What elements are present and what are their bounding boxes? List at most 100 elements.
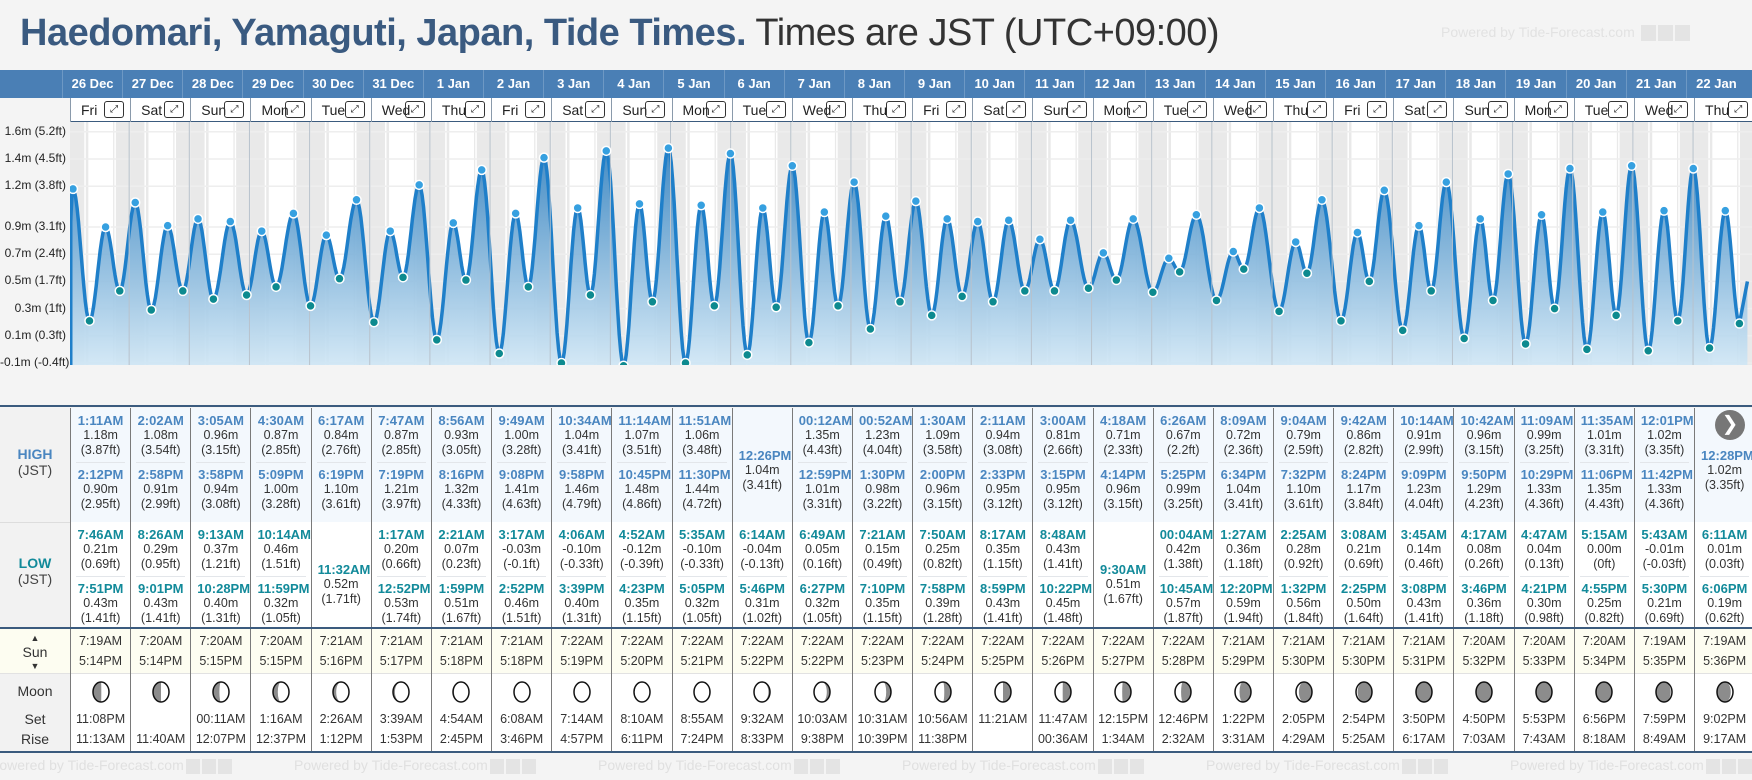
powered-by-watermark[interactable]: Powered by Tide-Forecast.com [1206,757,1448,774]
expand-day-button[interactable]: ⤢ [404,101,425,118]
expand-icon: ⤢ [1313,104,1322,115]
expand-day-button[interactable]: ⤢ [1246,101,1267,118]
low-tide-height-ft: (0.49ft) [862,557,903,571]
powered-by-watermark[interactable]: Powered by Tide-Forecast.com [598,757,840,774]
expand-day-button[interactable]: ⤢ [1367,101,1388,118]
low-tide-entry: 2:52PM 0.46m (1.51ft) [498,581,545,626]
expand-day-button[interactable]: ⤢ [465,101,486,118]
expand-day-button[interactable]: ⤢ [1487,101,1508,118]
low-tide-entry: 4:52AM -0.12m (-0.39ft) [618,527,665,572]
high-tide-point [70,183,79,195]
high-tide-time: 1:11AM [77,413,124,428]
low-tide-point [803,337,815,348]
sunrise-time: 7:22AM [981,634,1025,648]
expand-day-button[interactable]: ⤢ [1427,101,1448,118]
expand-day-button[interactable]: ⤢ [825,101,846,118]
moonset-time: 3:39AM [379,712,423,726]
expand-day-button[interactable]: ⤢ [946,101,967,118]
expand-day-button[interactable]: ⤢ [525,101,546,118]
cell-divider [316,462,366,463]
expand-day-button[interactable]: ⤢ [1006,101,1027,118]
high-tide-time: 6:34PM [1220,467,1267,482]
cell-divider [497,576,547,577]
expand-day-button[interactable]: ⤢ [1186,101,1207,118]
sunrise-time: 7:20AM [139,634,183,648]
expand-day-button[interactable]: ⤢ [344,101,365,118]
expand-day-button[interactable]: ⤢ [1307,101,1328,118]
weekday-label: Wed [802,102,832,118]
expand-day-button[interactable]: ⤢ [1668,101,1689,118]
sunset-time: 5:31PM [1402,654,1446,668]
expand-day-button[interactable]: ⤢ [1547,101,1568,118]
high-tide-height-m: 0.96m [1105,482,1141,496]
low-tide-height-m: 0.25m [1586,596,1622,610]
high-tide-cell: 6:17AM 0.84m (2.76ft) 6:19PM 1.10m (3.61ft) [310,408,371,522]
low-tide-time: 11:59PM [257,581,310,596]
expand-day-button[interactable]: ⤢ [1607,101,1628,118]
cell-divider [857,462,908,463]
weekday-cell: Sat ⤢ [551,98,611,122]
expand-day-button[interactable]: ⤢ [645,101,666,118]
low-tide-entry: 4:06AM -0.10m (-0.33ft) [558,527,605,572]
expand-icon: ⤢ [1373,104,1382,115]
low-tide-point [1335,315,1347,327]
powered-by-banner[interactable]: Powered by Tide-Forecast.com [1441,24,1690,42]
low-tide-entry: 12:52PM 0.53m (1.74ft) [378,581,431,626]
high-tide-time: 8:24PM [1340,467,1387,482]
high-tide-point [162,220,173,231]
powered-by-watermark[interactable]: Powered by Tide-Forecast.com [1510,757,1752,774]
expand-day-button[interactable]: ⤢ [1066,101,1087,118]
expand-day-button[interactable]: ⤢ [886,101,907,118]
sunrise-time: 7:22AM [740,634,784,648]
expand-day-button[interactable]: ⤢ [1126,101,1147,118]
mountain-logo-icon [1674,25,1690,42]
high-tide-point [1228,246,1239,257]
expand-day-button[interactable]: ⤢ [1728,101,1749,118]
expand-day-button[interactable]: ⤢ [104,101,125,118]
expand-day-button[interactable]: ⤢ [224,101,245,118]
cell-divider [1399,576,1449,577]
sun-times-cell: 7:21AM 5:30PM [1333,629,1393,673]
moonrise-time: 4:29AM [1282,732,1326,746]
sunset-time: 5:14PM [139,654,183,668]
powered-by-watermark[interactable]: Powered by Tide-Forecast.com [0,757,232,774]
high-tide-entry: 3:58PM 0.94m (3.08ft) [197,467,244,512]
sunrise-time: 7:19AM [1703,634,1747,648]
high-tide-height-ft: (4.72ft) [682,497,722,511]
high-tide-height-m: 1.35m [1586,482,1622,496]
expand-icon: ⤢ [1072,104,1081,115]
expand-day-button[interactable]: ⤢ [585,101,606,118]
low-tide-time: 4:47AM [1521,527,1568,542]
low-tide-time: 9:13AM [197,527,244,542]
high-tide-height-ft: (4.36ft) [1524,497,1564,511]
low-tide-point [1458,333,1470,344]
powered-by-watermark[interactable]: Powered by Tide-Forecast.com [902,757,1144,774]
moonrise-time: 3:46PM [500,732,544,746]
expand-day-button[interactable]: ⤢ [284,101,305,118]
moonrise-time: 8:18AM [1582,732,1626,746]
expand-day-button[interactable]: ⤢ [164,101,185,118]
high-tide-point [601,145,612,157]
high-tide-cell: 1:30AM 1.09m (3.58ft) 2:00PM 0.96m (3.15ft) [912,408,972,522]
low-tide-row [70,522,1752,628]
weekday-cell: Wed ⤢ [1633,98,1694,122]
low-tide-time: 9:01PM [137,581,184,596]
next-page-button[interactable]: ❯ [1715,410,1745,440]
high-tide-point [1720,205,1731,216]
low-tide-entry: 7:10PM 0.35m (1.15ft) [859,581,906,626]
expand-day-button[interactable]: ⤢ [705,101,726,118]
high-tide-cell: 4:30AM 0.87m (2.85ft) 5:09PM 1.00m (3.28ft) [250,408,310,522]
low-tide-height-ft: (0.26ft) [1464,557,1504,571]
high-tide-time: 4:30AM [257,413,305,428]
sun-times-cell: 7:21AM 5:30PM [1273,629,1333,673]
high-tide-time: 11:14AM [618,413,672,428]
low-tide-height-m: 0.43m [143,596,179,610]
low-tide-time: 4:17AM [1460,527,1508,542]
moon-phase-icon [994,681,1012,703]
expand-day-button[interactable]: ⤢ [765,101,786,118]
sunrise-time: 7:22AM [800,634,844,648]
moon-phase-icon [873,681,892,703]
powered-by-watermark[interactable]: Powered by Tide-Forecast.com [294,757,536,774]
moonset-time: 00:11AM [196,712,246,726]
sunset-time: 5:17PM [379,654,423,668]
